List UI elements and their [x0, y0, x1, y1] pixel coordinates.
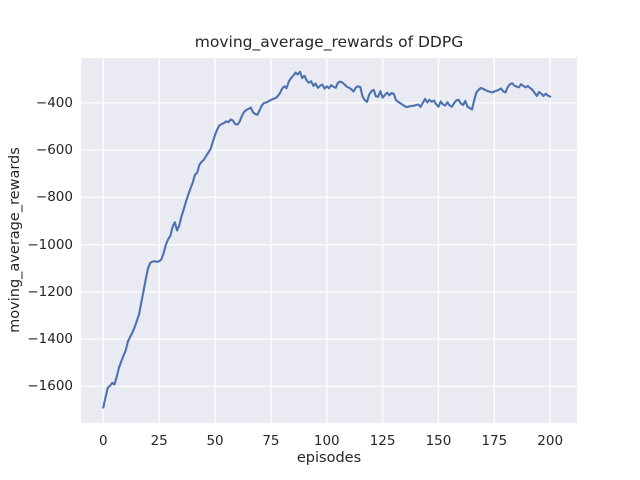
y-tick-label: −1200 — [27, 283, 73, 300]
chart-title: moving_average_rewards of DDPG — [194, 33, 464, 51]
x-tick-label: 25 — [150, 433, 168, 449]
y-tick-label: −600 — [35, 142, 73, 159]
plot-background — [81, 58, 577, 423]
x-tick-label: 125 — [369, 433, 396, 449]
y-tick-label: −1000 — [27, 236, 73, 253]
x-axis-label: episodes — [296, 450, 362, 466]
y-tick-label: −800 — [35, 189, 73, 206]
x-tick-label: 75 — [262, 433, 280, 449]
x-tick-label: 50 — [206, 433, 224, 449]
x-tick-label: 100 — [313, 433, 340, 449]
y-tick-label: −400 — [35, 94, 73, 111]
data-line-moving_average_rewards — [102, 70, 552, 409]
x-tick-label: 150 — [425, 433, 452, 449]
x-tick-label: 175 — [481, 433, 508, 449]
y-tick-label: −1400 — [27, 331, 73, 348]
x-tick-label: 200 — [537, 433, 564, 449]
x-tick-label: 0 — [99, 433, 108, 449]
y-tick-label: −1600 — [27, 378, 73, 395]
